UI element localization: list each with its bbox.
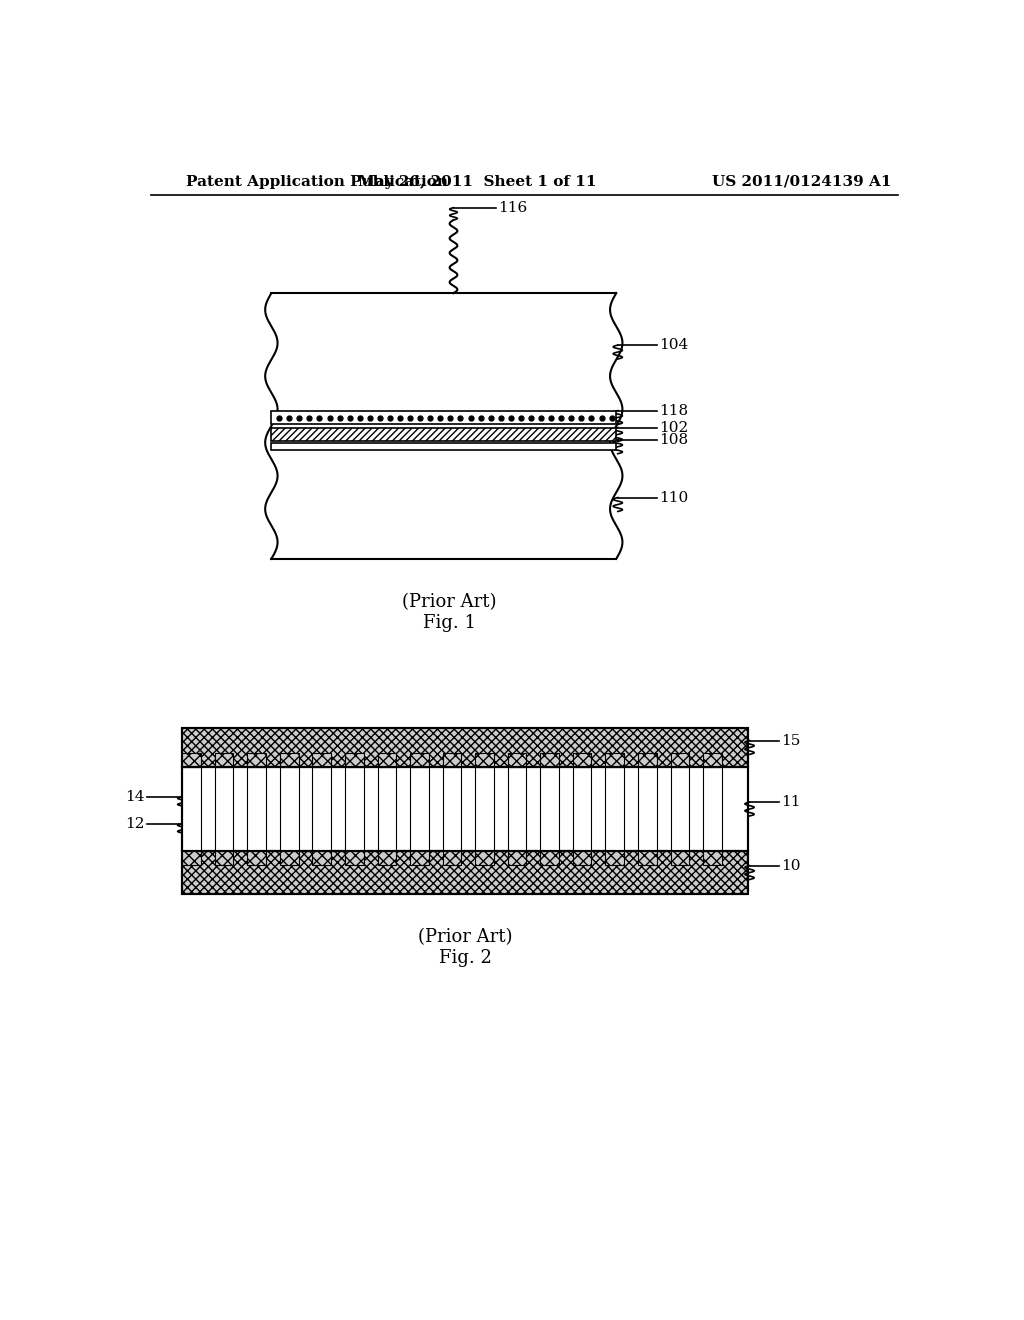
Bar (312, 767, 331, 851)
Bar (541, 851, 559, 866)
Bar (508, 752, 526, 767)
Bar (671, 767, 689, 851)
Bar (572, 767, 592, 851)
Bar (182, 767, 748, 851)
Bar (280, 851, 299, 866)
Bar (442, 767, 461, 851)
Bar (638, 851, 656, 866)
Bar (182, 851, 201, 866)
Bar (182, 767, 748, 851)
Bar (280, 752, 299, 767)
Bar (182, 851, 748, 894)
Text: 15: 15 (781, 734, 801, 747)
Bar (442, 752, 461, 767)
Bar (378, 851, 396, 866)
Bar (215, 752, 233, 767)
Text: 116: 116 (499, 201, 527, 215)
Bar (671, 851, 689, 866)
Bar (410, 752, 429, 767)
Text: 14: 14 (126, 789, 145, 804)
Bar (605, 752, 624, 767)
Bar (312, 752, 331, 767)
Bar (271, 444, 616, 450)
Bar (442, 851, 461, 866)
Bar (378, 752, 396, 767)
Bar (475, 851, 494, 866)
Bar (182, 729, 748, 767)
Bar (605, 767, 624, 851)
Text: May 26, 2011  Sheet 1 of 11: May 26, 2011 Sheet 1 of 11 (357, 174, 596, 189)
Bar (312, 851, 331, 866)
Text: Patent Application Publication: Patent Application Publication (186, 174, 449, 189)
Bar (271, 411, 616, 424)
Bar (271, 428, 616, 441)
Bar (345, 851, 364, 866)
Text: (Prior Art)
Fig. 1: (Prior Art) Fig. 1 (402, 594, 497, 632)
Bar (638, 752, 656, 767)
Bar (703, 752, 722, 767)
Text: 104: 104 (658, 338, 688, 352)
Bar (248, 851, 266, 866)
Text: 118: 118 (658, 404, 688, 417)
Bar (280, 767, 299, 851)
Bar (410, 851, 429, 866)
Bar (410, 767, 429, 851)
Bar (182, 851, 748, 894)
Bar (541, 767, 559, 851)
Bar (541, 752, 559, 767)
Bar (638, 767, 656, 851)
Text: US 2011/0124139 A1: US 2011/0124139 A1 (713, 174, 892, 189)
Bar (508, 851, 526, 866)
Bar (378, 767, 396, 851)
Bar (703, 851, 722, 866)
Bar (475, 752, 494, 767)
Bar (182, 752, 201, 767)
Text: 12: 12 (126, 817, 145, 830)
Bar (248, 752, 266, 767)
Bar (605, 851, 624, 866)
Text: (Prior Art)
Fig. 2: (Prior Art) Fig. 2 (418, 928, 512, 968)
Bar (215, 851, 233, 866)
Bar (345, 752, 364, 767)
Bar (248, 767, 266, 851)
Bar (671, 752, 689, 767)
Text: 11: 11 (781, 795, 801, 809)
Text: 10: 10 (781, 858, 801, 873)
Bar (215, 767, 233, 851)
Text: 108: 108 (658, 433, 688, 447)
Bar (572, 752, 592, 767)
Text: 102: 102 (658, 421, 688, 434)
Text: 110: 110 (658, 491, 688, 504)
Bar (475, 767, 494, 851)
Bar (508, 767, 526, 851)
Bar (182, 767, 201, 851)
Bar (703, 767, 722, 851)
Bar (182, 729, 748, 767)
Bar (345, 767, 364, 851)
Bar (572, 851, 592, 866)
